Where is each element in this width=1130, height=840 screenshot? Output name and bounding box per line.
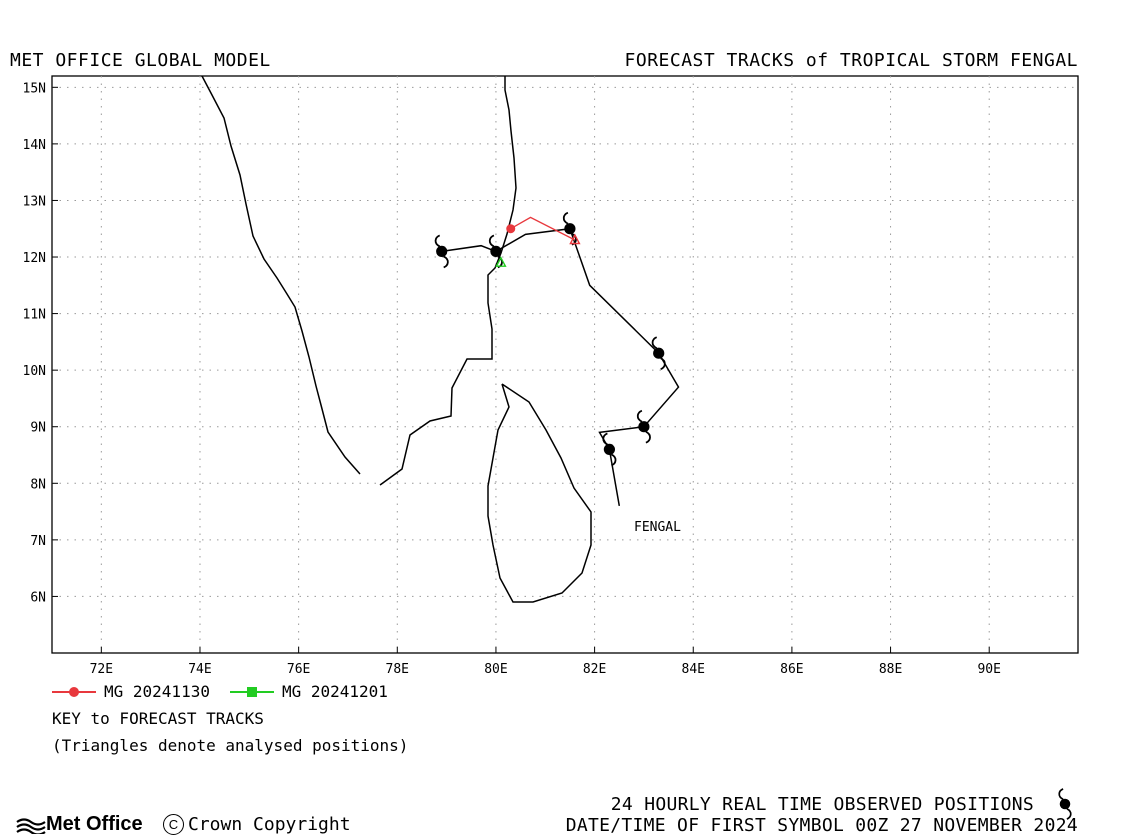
first-symbol-datetime: DATE/TIME OF FIRST SYMBOL 00Z 27 NOVEMBE… [565,815,1078,836]
legend-label: MG 20241130 [104,682,210,701]
y-tick-label: 14N [23,138,46,153]
legend-swatch-red [52,684,96,700]
observed-positions-key: 24 HOURLY REAL TIME OBSERVED POSITIONS [611,788,1078,820]
x-tick-label: 86E [780,662,803,677]
x-tick-label: 84E [682,662,705,677]
legend-note: (Triangles denote analysed positions) [52,736,409,755]
y-tick-label: 9N [30,421,46,436]
header-right-title: FORECAST TRACKS of TROPICAL STORM FENGAL [624,50,1078,71]
waves-icon [16,817,46,834]
legend-item-mg-20241201: MG 20241201 [229,678,388,705]
y-tick-label: 8N [30,477,46,492]
mg-20241130-forecast-point [506,224,516,234]
y-tick-label: 11N [23,308,46,323]
x-tick-label: 78E [386,662,409,677]
legend-swatch-green [229,684,274,700]
y-tick-label: 6N [30,590,46,605]
x-tick-label: 88E [879,662,902,677]
header-left-title: MET OFFICE GLOBAL MODEL [10,50,271,71]
mg-20241130-analysed-triangle [569,233,581,245]
x-tick-label: 76E [287,662,310,677]
legend-key-title: KEY to FORECAST TRACKS [52,709,264,728]
legend-label: MG 20241201 [281,682,388,701]
storm-name-label: FENGAL [634,520,681,535]
map-frame [51,75,1079,654]
india-east-coast [379,76,517,486]
copyright-text: Crown Copyright [188,814,351,835]
y-tick-label: 15N [23,81,46,96]
sri-lanka-coast [487,383,592,603]
x-tick-label: 72E [90,662,113,677]
india-west-coast [201,75,361,475]
mg-20241201-analysed-triangle [495,256,507,267]
mg-20241130-track-line [510,216,576,241]
observed-positions-label: 24 HOURLY REAL TIME OBSERVED POSITIONS [610,793,1034,815]
legend-item-mg-20241130: MG 20241130 [52,678,210,705]
y-tick-label: 10N [23,364,46,379]
legend: MG 20241130 MG 20241201 KEY to FORECAST … [52,678,408,759]
y-tick-label: 13N [23,194,46,209]
x-tick-label: 82E [583,662,606,677]
y-tick-label: 7N [30,534,46,549]
met-office-logo: Met Office [16,813,143,836]
legend-series-row: MG 20241130 MG 20241201 [52,678,408,705]
x-tick-label: 90E [977,662,1000,677]
x-tick-label: 80E [484,662,507,677]
x-tick-label: 74E [188,662,211,677]
copyright-notice: C Crown Copyright [163,814,351,835]
y-tick-label: 12N [23,251,46,266]
copyright-icon: C [163,814,184,835]
met-office-brand: Met Office [46,813,143,835]
